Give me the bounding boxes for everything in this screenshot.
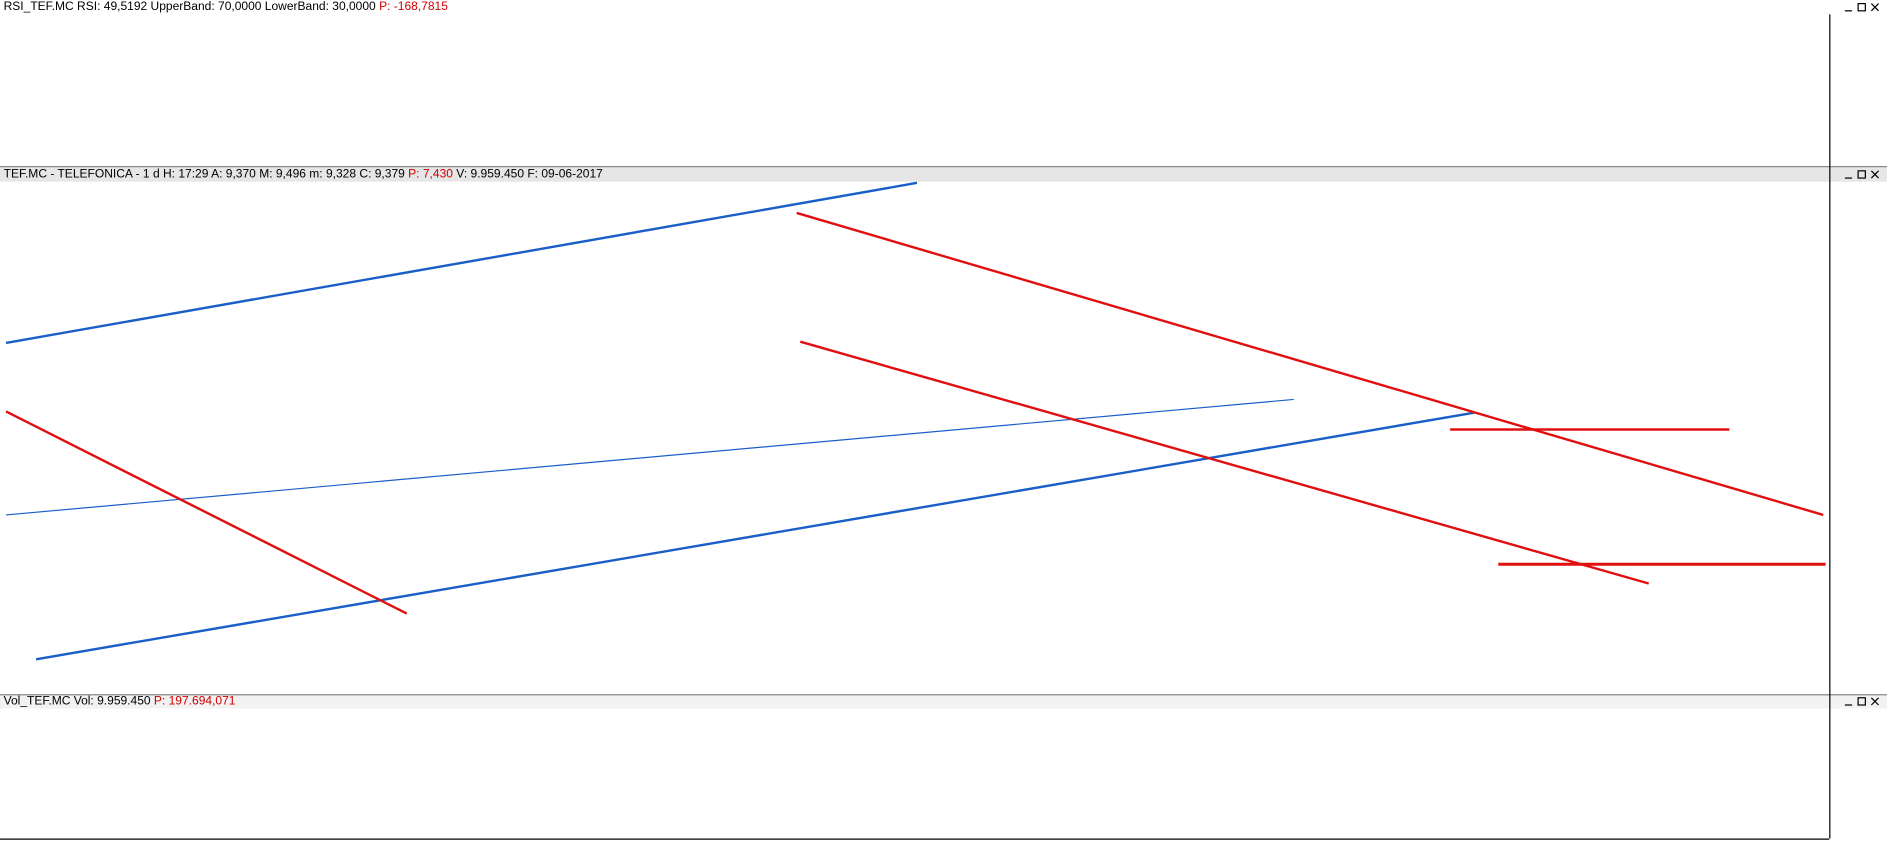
header-p: P: -168,7815 xyxy=(379,0,448,13)
header-text: V: 9.959.450 F: 09-06-2017 xyxy=(456,167,603,181)
window-buttons[interactable] xyxy=(1844,3,1880,706)
maximize-button[interactable] xyxy=(1857,3,1866,12)
header-text: Vol_TEF.MC Vol: 9.959.450 xyxy=(4,694,151,708)
header-p: P: 7,430 xyxy=(408,167,453,181)
maximize-button[interactable] xyxy=(1857,697,1866,706)
trendline xyxy=(5,410,408,615)
maximize-button[interactable] xyxy=(1857,170,1866,179)
close-button[interactable] xyxy=(1870,170,1880,179)
panel-header: TEF.MC - TELEFONICA - 1 d H: 17:29 A: 9,… xyxy=(4,167,604,181)
header-band xyxy=(0,167,1887,182)
header-text: TEF.MC - TELEFONICA - 1 d H: 17:29 A: 9,… xyxy=(4,167,406,181)
header-text: RSI_TEF.MC RSI: 49,5192 UpperBand: 70,00… xyxy=(4,0,376,13)
panel-header: Vol_TEF.MC Vol: 9.959.450 P: 197.694,071 xyxy=(4,694,236,708)
trendline xyxy=(5,181,918,345)
trendline xyxy=(35,411,1475,661)
close-button[interactable] xyxy=(1870,697,1880,706)
trendlines xyxy=(5,181,1826,661)
trendline xyxy=(5,398,1294,516)
header-band xyxy=(0,694,1887,709)
trendline xyxy=(796,211,1824,517)
panel-header: RSI_TEF.MC RSI: 49,5192 UpperBand: 70,00… xyxy=(4,0,449,13)
header-p: P: 197.694,071 xyxy=(154,694,236,708)
close-button[interactable] xyxy=(1870,3,1880,12)
trendline xyxy=(799,340,1650,585)
